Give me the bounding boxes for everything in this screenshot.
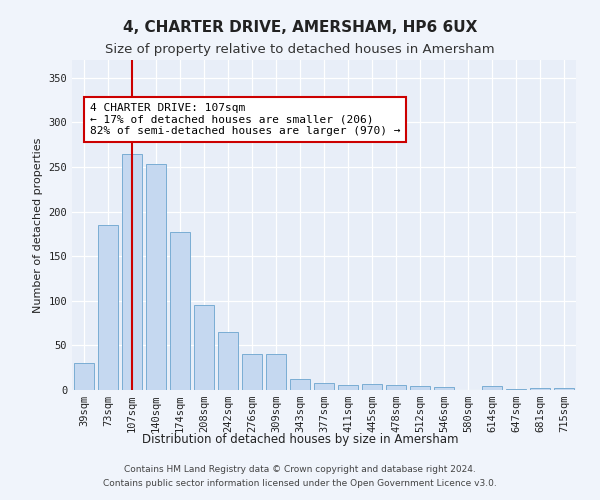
Bar [410, 386, 430, 390]
Bar [146, 164, 166, 390]
Bar [314, 383, 334, 390]
Text: Contains HM Land Registry data © Crown copyright and database right 2024.
Contai: Contains HM Land Registry data © Crown c… [103, 466, 497, 487]
Bar [98, 225, 118, 390]
Bar [554, 388, 574, 390]
Bar [242, 354, 262, 390]
Bar [74, 363, 94, 390]
Bar [482, 386, 502, 390]
Text: 4 CHARTER DRIVE: 107sqm
← 17% of detached houses are smaller (206)
82% of semi-d: 4 CHARTER DRIVE: 107sqm ← 17% of detache… [90, 103, 401, 136]
Bar [290, 380, 310, 390]
Text: Distribution of detached houses by size in Amersham: Distribution of detached houses by size … [142, 432, 458, 446]
Bar [362, 384, 382, 390]
Bar [122, 154, 142, 390]
Text: 4, CHARTER DRIVE, AMERSHAM, HP6 6UX: 4, CHARTER DRIVE, AMERSHAM, HP6 6UX [123, 20, 477, 35]
Bar [194, 306, 214, 390]
Bar [218, 332, 238, 390]
Bar [506, 389, 526, 390]
Bar [386, 384, 406, 390]
Bar [266, 354, 286, 390]
Bar [170, 232, 190, 390]
Text: Size of property relative to detached houses in Amersham: Size of property relative to detached ho… [105, 42, 495, 56]
Bar [338, 384, 358, 390]
Bar [434, 388, 454, 390]
Bar [530, 388, 550, 390]
Y-axis label: Number of detached properties: Number of detached properties [33, 138, 43, 312]
